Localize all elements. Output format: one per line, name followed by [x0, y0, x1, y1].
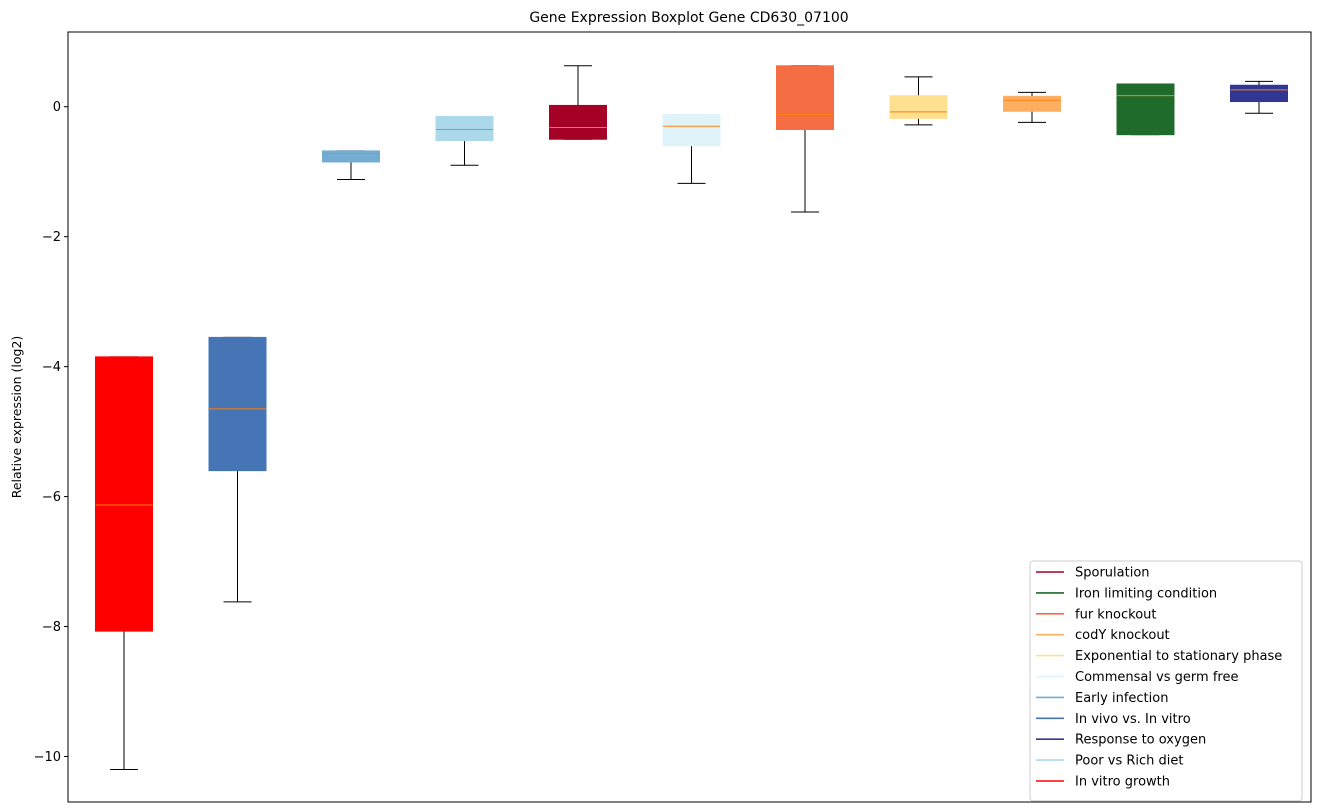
y-tick-label: −6	[42, 490, 61, 505]
box-body	[662, 114, 721, 147]
box-11	[1230, 80, 1288, 114]
box-9	[1003, 91, 1061, 123]
box-body	[1003, 95, 1061, 112]
box-body	[1116, 83, 1175, 136]
box-body	[776, 65, 834, 130]
legend-label: Response to oxygen	[1075, 733, 1206, 748]
legend-item: Early infection	[1036, 691, 1168, 706]
legend-item: Sporulation	[1036, 566, 1150, 581]
legend-item: In vivo vs. In vitro	[1036, 712, 1191, 727]
chart-title: Gene Expression Boxplot Gene CD630_07100	[529, 10, 848, 26]
box-body	[549, 104, 607, 140]
legend-label: In vitro growth	[1075, 775, 1170, 790]
legend-item: Commensal vs germ free	[1036, 670, 1238, 685]
legend-label: In vivo vs. In vitro	[1075, 712, 1191, 727]
legend-label: codY knockout	[1075, 628, 1170, 643]
legend-label: Iron limiting condition	[1075, 586, 1217, 601]
y-axis-label: Relative expression (log2)	[9, 336, 24, 499]
legend-label: Commensal vs germ free	[1075, 670, 1238, 685]
legend-entries: Sporulation Iron limiting condition fur kn…	[1036, 566, 1282, 790]
legend-box	[1029, 560, 1303, 802]
box-body	[322, 150, 380, 163]
box-4	[435, 115, 494, 166]
legend-item: Iron limiting condition	[1036, 586, 1217, 601]
y-tick-label: −4	[42, 360, 61, 375]
y-tick-label: −2	[42, 230, 61, 245]
legend-item: Poor vs Rich diet	[1036, 754, 1183, 769]
box-series	[95, 65, 1288, 771]
legend-item: Exponential to stationary phase	[1036, 649, 1282, 664]
y-tick-label: 0	[53, 100, 61, 115]
y-axis-ticks: 0 −2 −4 −6 −8 −10	[34, 100, 68, 765]
box-body	[889, 95, 948, 119]
box-body	[208, 336, 267, 472]
box-3	[322, 150, 380, 181]
legend-item: Response to oxygen	[1036, 733, 1206, 748]
box-8	[889, 76, 948, 126]
legend-item: fur knockout	[1036, 607, 1157, 622]
plot-frame	[67, 31, 1312, 803]
box-10	[1116, 83, 1175, 136]
legend-label: Poor vs Rich diet	[1075, 754, 1183, 769]
box-body	[1230, 84, 1288, 103]
box-1	[95, 356, 153, 771]
legend-label: Exponential to stationary phase	[1075, 649, 1282, 664]
legend-label: Early infection	[1075, 691, 1168, 706]
box-5	[549, 65, 607, 140]
box-6	[662, 114, 721, 184]
legend-item: In vitro growth	[1036, 775, 1170, 790]
legend-label: fur knockout	[1075, 607, 1157, 622]
legend-label: Sporulation	[1075, 566, 1150, 581]
box-2	[208, 336, 267, 603]
box-body	[435, 115, 494, 142]
y-tick-label: −10	[34, 750, 61, 765]
y-tick-label: −8	[42, 620, 61, 635]
box-7	[776, 65, 834, 213]
box-body	[95, 356, 153, 632]
legend: Sporulation Iron limiting condition fur kn…	[1029, 560, 1303, 802]
legend-item: codY knockout	[1036, 628, 1170, 643]
